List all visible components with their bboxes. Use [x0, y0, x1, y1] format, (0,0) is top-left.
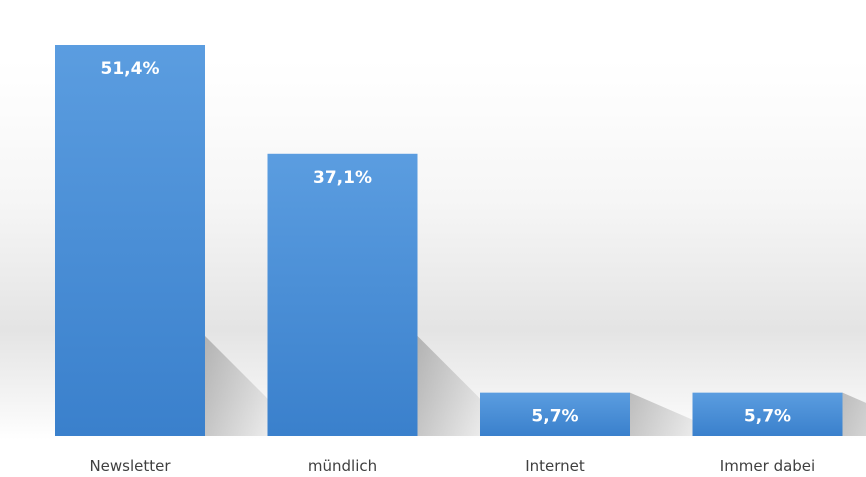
bar: [55, 45, 205, 436]
category-label: Immer dabei: [720, 457, 815, 475]
data-label: 37,1%: [313, 168, 372, 188]
bars-group: [55, 45, 843, 436]
data-labels-group: 51,4% 37,1% 5,7% 5,7%: [101, 59, 792, 427]
data-label: 5,7%: [744, 407, 791, 427]
bar-shadow: [842, 392, 866, 436]
category-labels-group: Newsletter mündlich Internet Immer dabei: [89, 457, 815, 475]
category-label: mündlich: [308, 457, 377, 475]
data-label: 5,7%: [531, 407, 578, 427]
data-label: 51,4%: [101, 59, 160, 79]
bar: [267, 153, 418, 436]
category-label: Newsletter: [89, 457, 171, 475]
category-label: Internet: [525, 457, 585, 475]
bar: [480, 392, 630, 436]
bar: [692, 392, 843, 436]
